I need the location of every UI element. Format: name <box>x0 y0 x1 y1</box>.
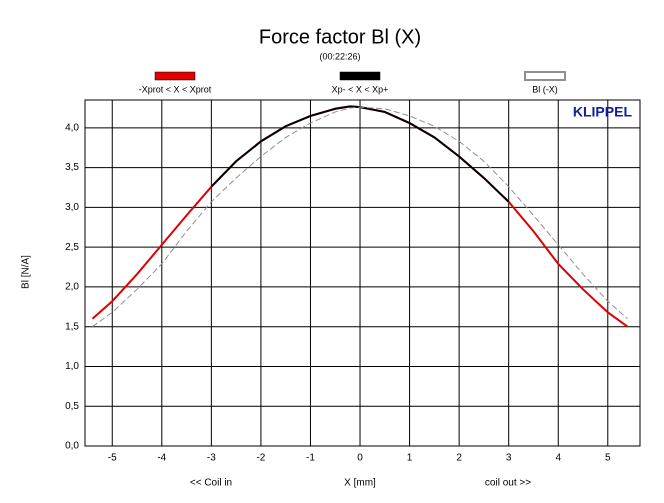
x-axis-label: X [mm] <box>344 478 376 489</box>
legend-label: -Xprot < X < Xprot <box>139 84 212 94</box>
y-tick-label: 3,5 <box>65 162 79 173</box>
y-tick-label: 0,0 <box>65 441 79 452</box>
plot-area <box>84 99 641 447</box>
x-tick-label: -2 <box>256 453 265 464</box>
logo: KLIPPEL <box>573 104 633 120</box>
x-axis-label-left: << Coil in <box>190 478 232 489</box>
legend-label: Xp- < X < Xp+ <box>332 84 389 94</box>
y-tick-label: 2,0 <box>65 282 79 293</box>
x-tick-label: -3 <box>207 453 216 464</box>
y-axis-label: Bl [N/A] <box>21 255 32 289</box>
legend-label: Bl (-X) <box>532 84 558 94</box>
y-tick-label: 2,5 <box>65 242 79 253</box>
x-tick-label: 5 <box>605 453 611 464</box>
y-tick-label: 1,0 <box>65 361 79 372</box>
chart-title: Force factor Bl (X) <box>259 26 421 48</box>
y-tick-label: 1,5 <box>65 321 79 332</box>
x-tick-label: -1 <box>306 453 315 464</box>
legend-swatch <box>154 71 196 81</box>
series-line <box>92 106 628 328</box>
x-tick-label: -5 <box>108 453 117 464</box>
x-tick-label: 1 <box>407 453 413 464</box>
series-line <box>210 105 510 203</box>
y-tick-label: 4,0 <box>65 122 79 133</box>
x-tick-label: -4 <box>157 453 166 464</box>
x-axis-label-right: coil out >> <box>485 478 531 489</box>
x-tick-label: 4 <box>555 453 561 464</box>
y-tick-label: 0,5 <box>65 401 79 412</box>
legend-swatch <box>524 71 566 81</box>
chart-subtitle: (00:22:26) <box>319 51 360 61</box>
x-tick-label: 0 <box>357 453 363 464</box>
x-tick-label: 3 <box>506 453 512 464</box>
y-tick-label: 3,0 <box>65 202 79 213</box>
legend-swatch <box>339 71 381 81</box>
x-tick-label: 2 <box>456 453 462 464</box>
